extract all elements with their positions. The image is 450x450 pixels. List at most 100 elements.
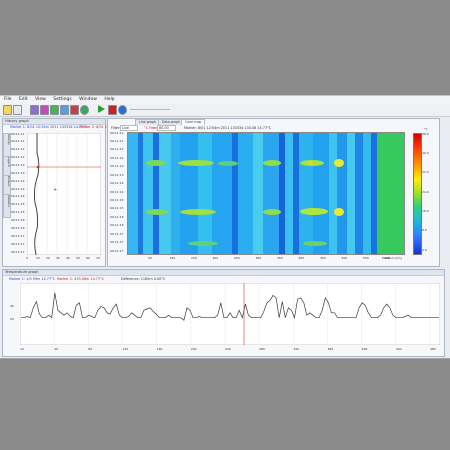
color-map-time-tick: 09:11:14 (110, 189, 124, 194)
color-map-time-tick: 09:11:15 (110, 206, 124, 211)
history-x-tick: 50 (76, 256, 80, 260)
grid-icon[interactable] (50, 105, 59, 115)
table-icon[interactable] (60, 105, 69, 115)
temp-difference: Difference: 1165m 0.00°C (121, 277, 166, 281)
color-map-x-tick: 500 (341, 256, 348, 260)
color-map-x-tick: 350 (277, 256, 283, 260)
menu-window[interactable]: Window (79, 97, 97, 102)
history-x-tick: 70 (96, 256, 100, 260)
color-map-time-tick: 09:11:14 (110, 181, 124, 186)
temperature-x-tick: 120 (122, 347, 129, 351)
menu-help[interactable]: Help (104, 97, 115, 102)
color-map-x-tick: 50 (148, 256, 152, 260)
color-scale-bar (413, 133, 422, 255)
tab-color-map[interactable]: Color map (181, 119, 206, 125)
color-scale-label: 48.0 (422, 131, 429, 136)
export-icon[interactable] (70, 105, 79, 115)
history-x-tick: 20 (46, 256, 50, 260)
color-map-time-tick: 09:11:13 (110, 172, 124, 177)
temperature-x-tick: 10 (20, 347, 24, 351)
stop-icon[interactable] (118, 105, 127, 115)
toolbar (0, 104, 450, 117)
history-marker-1: Marker 1: 8/01 12:54m 2011 133334 14.77°… (10, 125, 88, 129)
color-map-x-tick: 450 (320, 256, 326, 260)
side-tab-legend[interactable]: Legend (3, 156, 11, 176)
history-graph-plot[interactable]: + (27, 133, 101, 255)
history-graph-panel: History graph Marker 1: 8/01 12:54m 2011… (2, 118, 110, 267)
color-scale-label: 8.0 (422, 228, 427, 233)
history-time-tick: 09:11:13 (11, 162, 25, 167)
color-scale-label: 16.0 (422, 208, 429, 213)
history-time-tick: 09:11:12 (11, 155, 25, 160)
temperature-x-tick: 240 (225, 347, 231, 351)
history-time-tick: 09:11:12 (11, 147, 25, 152)
menu-view[interactable]: View (35, 97, 46, 102)
open-file-icon[interactable] (3, 105, 12, 115)
temperature-series-line (21, 292, 439, 321)
color-map-time-tick: 09:11:15 (110, 197, 124, 202)
history-marker-2: Marker 2: 8/01 12 (79, 125, 110, 129)
color-map-x-tick: 100 (169, 256, 176, 260)
history-time-tick: 09:11:11 (11, 131, 25, 136)
history-x-tick: 0 (26, 256, 28, 260)
color-map-time-tick: 09:11:12 (110, 147, 124, 152)
chart-icon[interactable] (30, 105, 39, 115)
history-time-tick: 09:11:14 (11, 178, 25, 183)
temperature-filter-label: °C Filter: (144, 126, 159, 130)
temp-y-tick-40: 40 (10, 304, 14, 308)
history-time-tick: 09:11:11 (11, 139, 25, 144)
layers-icon[interactable] (40, 105, 49, 115)
history-time-tick: 09:11:15 (11, 202, 25, 207)
color-map-time-tick: 09:11:16 (110, 223, 124, 228)
history-time-tick: 09:11:17 (11, 233, 25, 238)
color-map-time-tick: 09:11:17 (110, 248, 124, 253)
color-map-x-tick: 300 (255, 256, 262, 260)
play-icon[interactable] (98, 105, 105, 113)
temperature-x-tick: 440 (395, 347, 402, 351)
temperature-filter-input[interactable]: 80.00 (157, 125, 176, 131)
side-tab-statistics[interactable]: Statistics (3, 194, 11, 218)
menu-edit[interactable]: Edit (18, 97, 28, 102)
side-tab-markers[interactable]: Markers (3, 175, 11, 195)
color-map-x-tick: 400 (298, 256, 305, 260)
temperature-graph-plot[interactable] (20, 283, 440, 345)
history-series-line (33, 133, 40, 255)
color-scale-label: 32.0 (422, 170, 429, 175)
refresh-icon[interactable] (80, 105, 89, 115)
color-map-heatmap[interactable] (127, 132, 405, 255)
history-x-tick: 60 (86, 256, 90, 260)
temperature-x-tick: 280 (259, 347, 265, 351)
menu-settings[interactable]: Settings (53, 97, 72, 102)
star-icon[interactable] (13, 105, 22, 115)
temp-marker-2: Marker 2: 333.08m 14.77°C (57, 277, 105, 281)
color-map-x-unit: Position [cm] (382, 256, 402, 260)
temperature-x-tick: 320 (293, 347, 300, 351)
history-time-tick: 09:11:16 (11, 218, 25, 223)
color-scale-unit: °C (424, 127, 428, 131)
color-map-time-tick: 09:11:11 (110, 138, 124, 143)
history-time-tick: 09:11:15 (11, 210, 25, 215)
history-time-tick: 09:11:14 (11, 194, 25, 199)
side-tab-settings[interactable]: Settings (3, 133, 11, 157)
history-time-tick: 09:11:17 (11, 241, 25, 246)
temperature-x-tick: 80 (88, 347, 93, 351)
history-time-tick: 09:11:16 (11, 225, 25, 230)
temperature-x-tick: 480 (430, 347, 436, 351)
color-map-time-tick: 09:11:11 (110, 130, 124, 135)
record-icon[interactable] (108, 105, 117, 115)
color-map-time-tick: 09:11:13 (110, 164, 124, 169)
temperature-x-tick: 400 (361, 347, 368, 351)
history-time-tick: 09:11:17 (11, 249, 25, 254)
color-map-panel: Line graph Data graph Color map Filter: … (107, 118, 440, 267)
color-map-time-tick: 09:11:17 (110, 231, 124, 236)
color-scale-label: 40.0 (422, 150, 429, 155)
color-scale-label: 24.0 (422, 189, 429, 194)
history-marker-point (36, 165, 40, 169)
speed-slider[interactable] (130, 109, 170, 110)
history-x-tick: 10 (36, 256, 40, 260)
application-window: File Edit View Settings Window Help Hist… (0, 95, 450, 359)
menu-file[interactable]: File (4, 97, 12, 102)
filter-select[interactable]: Live (120, 125, 138, 131)
color-map-x-tick: 600 (384, 256, 391, 260)
temp-y-tick-20: 20 (10, 317, 14, 321)
